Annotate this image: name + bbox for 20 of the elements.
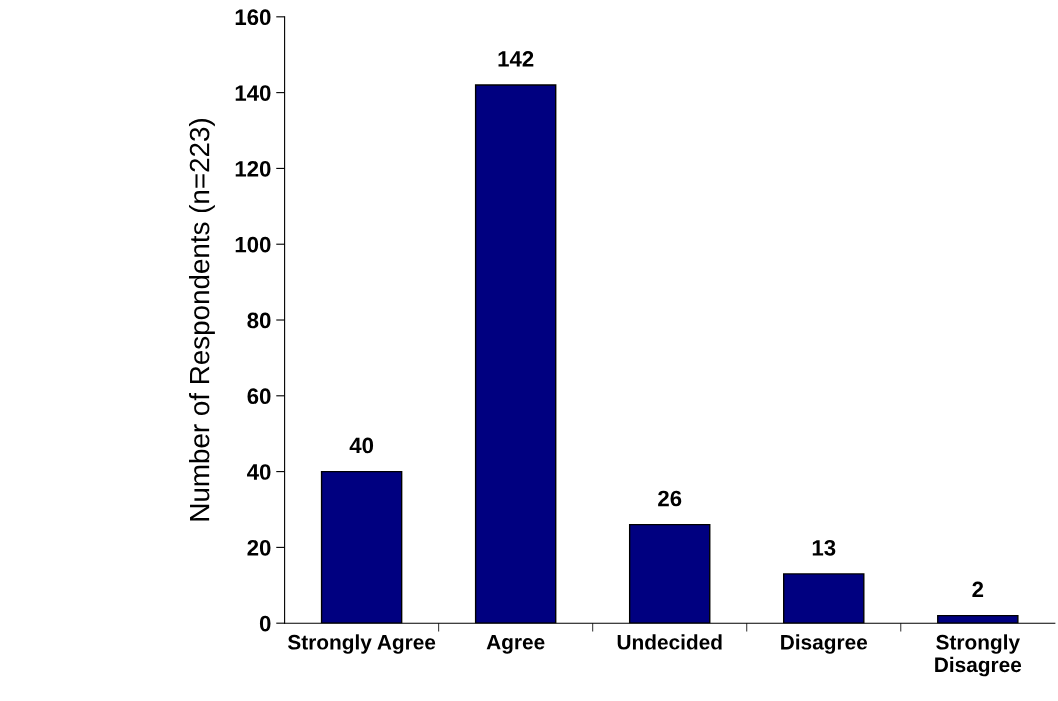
data-label: 142 [498, 51, 534, 67]
y-tick-label: 40 [247, 464, 271, 480]
y-tick-label: 20 [247, 539, 271, 556]
x-tick-label: Undecided [617, 634, 722, 650]
x-tick-label: Disagree [781, 634, 868, 654]
y-tick-label: 160 [235, 9, 271, 26]
data-label: 13 [812, 539, 836, 556]
data-label: 2 [972, 581, 984, 598]
x-tick-label: Agree [486, 634, 545, 654]
x-tick-label: Strongly Disagree [935, 634, 1022, 677]
y-axis-title: Number of Respondents (n=223) [189, 119, 215, 521]
y-tick-label: 140 [235, 85, 271, 101]
y-tick-label: 80 [247, 312, 271, 329]
y-tick-label: 100 [235, 236, 271, 253]
x-tick-label: Strongly Agree [287, 634, 436, 654]
data-label: 40 [349, 437, 374, 454]
y-tick-label: 120 [235, 160, 271, 177]
y-tick-label: 0 [259, 615, 271, 632]
y-tick-label: 60 [247, 388, 271, 405]
data-label: 26 [658, 490, 682, 507]
